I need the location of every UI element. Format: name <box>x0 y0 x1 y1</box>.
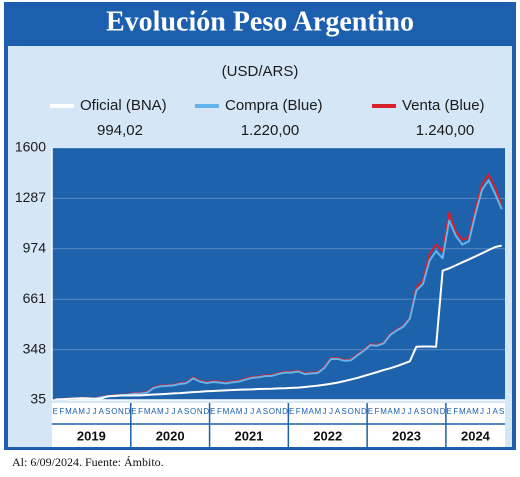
x-tick-label: A <box>99 407 105 416</box>
legend-label: Venta (Blue) <box>402 97 485 114</box>
x-tick-label: E <box>368 407 373 416</box>
x-tick-label: D <box>440 407 446 416</box>
x-tick-label: A <box>151 407 157 416</box>
x-tick-label: A <box>177 407 183 416</box>
x-tick-label: F <box>138 407 143 416</box>
x-tick-label: A <box>309 407 315 416</box>
x-tick-label: S <box>184 407 189 416</box>
x-tick-label: J <box>93 407 97 416</box>
footnote: Al: 6/09/2024. Fuente: Ámbito. <box>12 455 164 469</box>
y-tick-label: 35 <box>30 391 46 407</box>
x-tick-label: E <box>53 407 58 416</box>
x-tick-label: M <box>380 407 387 416</box>
x-tick-label: A <box>256 407 262 416</box>
x-tick-label: D <box>125 407 131 416</box>
x-tick-label: S <box>263 407 268 416</box>
legend-value: 1.220,00 <box>241 122 299 139</box>
x-tick-label: S <box>420 407 425 416</box>
x-tick-label: J <box>322 407 326 416</box>
x-tick-label: M <box>315 407 322 416</box>
x-tick-label: J <box>165 407 169 416</box>
x-tick-label: E <box>447 407 452 416</box>
x-tick-label: O <box>269 407 275 416</box>
x-tick-label: S <box>499 407 504 416</box>
x-tick-label: D <box>282 407 288 416</box>
x-tick-label: J <box>86 407 90 416</box>
chart-title: Evolución Peso Argentino <box>106 6 414 37</box>
x-tick-label: J <box>250 407 254 416</box>
x-tick-label: A <box>335 407 341 416</box>
x-tick-label: M <box>157 407 164 416</box>
x-tick-label: J <box>244 407 248 416</box>
x-tick-label: J <box>487 407 491 416</box>
plot-area <box>52 148 505 400</box>
x-tick-label: M <box>301 407 308 416</box>
x-tick-label: F <box>296 407 301 416</box>
x-tick-label: D <box>361 407 367 416</box>
x-tick-label: F <box>59 407 64 416</box>
x-tick-label: S <box>341 407 346 416</box>
x-tick-label: E <box>210 407 215 416</box>
x-tick-label: J <box>480 407 484 416</box>
x-tick-label: M <box>236 407 243 416</box>
year-label: 2023 <box>392 428 421 443</box>
x-tick-label: O <box>348 407 354 416</box>
legend-label: Compra (Blue) <box>225 97 323 114</box>
x-tick-label: J <box>401 407 405 416</box>
x-tick-label: O <box>426 407 432 416</box>
x-tick-label: S <box>105 407 110 416</box>
year-label: 2020 <box>156 428 185 443</box>
x-tick-label: O <box>111 407 117 416</box>
y-tick-label: 1600 <box>15 139 46 155</box>
x-tick-label: E <box>131 407 136 416</box>
x-tick-label: M <box>144 407 151 416</box>
x-tick-label: F <box>453 407 458 416</box>
x-tick-label: A <box>414 407 420 416</box>
x-tick-label: N <box>354 407 360 416</box>
x-tick-label: E <box>289 407 294 416</box>
x-tick-label: M <box>65 407 72 416</box>
x-tick-label: M <box>472 407 479 416</box>
y-tick-label: 348 <box>23 340 47 356</box>
x-tick-label: J <box>408 407 412 416</box>
x-tick-label: M <box>78 407 85 416</box>
x-tick-label: F <box>217 407 222 416</box>
y-tick-label: 661 <box>23 290 47 306</box>
x-tick-label: A <box>230 407 236 416</box>
legend-value: 994,02 <box>97 122 143 139</box>
x-tick-label: N <box>276 407 282 416</box>
year-label: 2021 <box>234 428 263 443</box>
x-axis-band <box>52 403 505 447</box>
series-line <box>55 244 502 401</box>
x-tick-label: A <box>387 407 393 416</box>
x-tick-label: A <box>466 407 472 416</box>
x-tick-label: M <box>393 407 400 416</box>
x-tick-label: F <box>375 407 380 416</box>
y-tick-label: 974 <box>23 240 47 256</box>
x-tick-label: N <box>433 407 439 416</box>
x-tick-label: M <box>223 407 230 416</box>
x-tick-label: A <box>72 407 78 416</box>
year-label: 2024 <box>461 428 491 443</box>
x-tick-label: D <box>203 407 209 416</box>
x-tick-label: A <box>492 407 498 416</box>
x-tick-label: O <box>190 407 196 416</box>
legend-label: Oficial (BNA) <box>80 97 167 114</box>
legend-value: 1.240,00 <box>416 122 474 139</box>
x-tick-label: M <box>459 407 466 416</box>
series-line <box>55 179 503 401</box>
x-tick-label: J <box>171 407 175 416</box>
year-label: 2019 <box>77 428 106 443</box>
x-tick-label: N <box>197 407 203 416</box>
year-label: 2022 <box>313 428 342 443</box>
x-tick-label: J <box>329 407 333 416</box>
x-tick-label: N <box>118 407 124 416</box>
subtitle: (USD/ARS) <box>222 63 299 80</box>
y-tick-label: 1287 <box>15 189 46 205</box>
